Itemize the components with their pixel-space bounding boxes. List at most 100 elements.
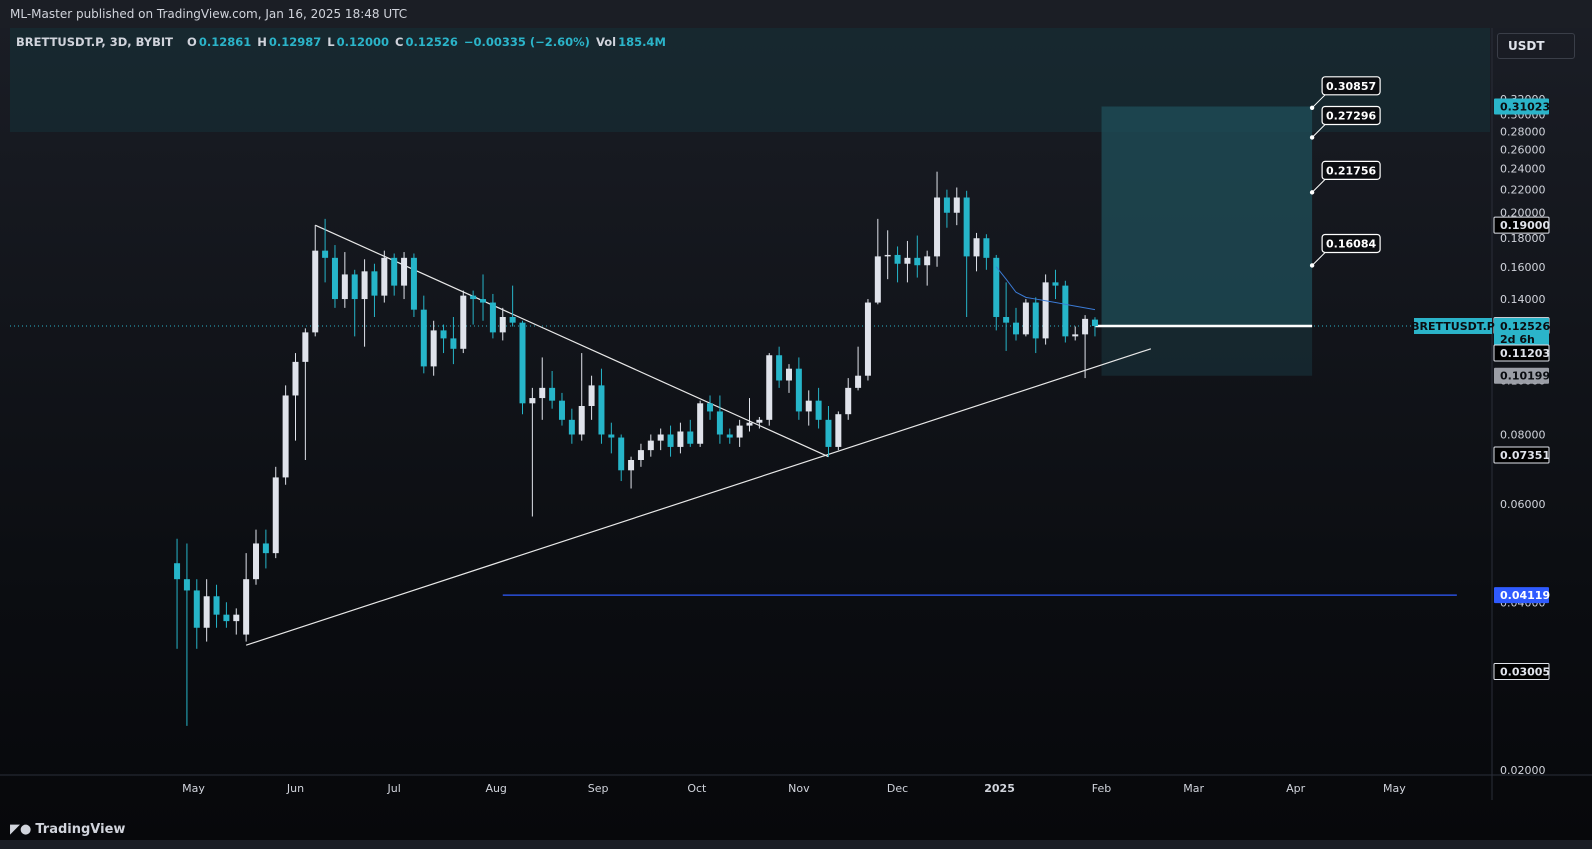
candle <box>687 419 694 447</box>
candle-body <box>371 271 378 296</box>
currency-button[interactable]: USDT <box>1497 33 1575 59</box>
candle-body <box>1062 285 1069 337</box>
symbol-tag <box>1414 317 1492 334</box>
candle <box>904 240 911 283</box>
candle <box>282 385 289 485</box>
candle <box>963 190 970 318</box>
legend-close-label: C <box>395 35 404 49</box>
symbol-tag-label: BRETTUSDT.P <box>1411 320 1495 333</box>
candle-body <box>341 274 348 300</box>
candle-body <box>608 434 615 438</box>
time-tick-label: Apr <box>1286 782 1306 795</box>
candle-body <box>667 434 674 447</box>
candle <box>262 529 269 569</box>
candle-body <box>716 411 723 435</box>
price-tick-label: 0.02000 <box>1500 764 1546 777</box>
legend-high-value: 0.12987 <box>268 35 322 49</box>
ohlc-legend: BRETTUSDT.P, 3D, BYBIT O 0.12861 H 0.12987… <box>16 35 668 49</box>
countdown-label: 2d 6h <box>1500 333 1535 346</box>
candle-body <box>174 563 181 580</box>
candle <box>776 346 783 388</box>
candle <box>637 443 644 467</box>
candle <box>183 543 190 726</box>
candle-body <box>588 385 595 406</box>
price-tag <box>1494 317 1549 346</box>
candle <box>785 364 792 393</box>
candle-body <box>1091 319 1098 326</box>
candle <box>746 398 753 432</box>
candle-body <box>943 197 950 213</box>
candle-body <box>894 254 901 264</box>
candle-body <box>687 431 694 444</box>
legend-low-label: L <box>327 35 335 49</box>
candle <box>410 253 417 318</box>
candle <box>1062 280 1069 343</box>
candle-body <box>1022 302 1029 335</box>
candle <box>460 290 467 354</box>
target-callout-box <box>1321 105 1381 126</box>
price-tick-label: 0.22000 <box>1500 184 1546 197</box>
publisher-bar: ML-Master published on TradingView.com, … <box>0 0 1592 28</box>
candle <box>934 171 941 267</box>
candle-body <box>489 302 496 333</box>
price-tag-label: 0.04119 <box>1500 589 1550 602</box>
candle-body <box>756 419 763 423</box>
candle <box>578 353 585 441</box>
candle <box>213 584 220 628</box>
candle-body <box>983 238 990 258</box>
tradingview-logo-icon: ◤● <box>10 822 32 837</box>
target-callout-label: 0.16084 <box>1326 237 1376 250</box>
price-tick-label: 0.28000 <box>1500 125 1546 138</box>
candle-body <box>628 459 635 471</box>
candle-body <box>766 355 773 420</box>
price-tick-label: 0.20000 <box>1500 207 1546 220</box>
candle-body <box>410 257 417 310</box>
candle-body <box>1013 322 1019 335</box>
candle <box>993 254 1000 331</box>
brand[interactable]: ◤● TradingView <box>10 822 125 837</box>
candle <box>628 456 635 489</box>
candle <box>480 274 487 321</box>
target-callout-box <box>1321 76 1381 96</box>
candle-body <box>440 330 447 339</box>
candle <box>618 434 625 482</box>
candle <box>381 250 388 303</box>
candle <box>864 299 871 381</box>
candle-body <box>934 197 941 257</box>
candle-body <box>993 257 1000 318</box>
candle-body <box>874 256 881 303</box>
candle-body <box>203 596 210 628</box>
candle-body <box>697 403 704 444</box>
candle-body <box>963 197 970 257</box>
candle-body <box>835 414 842 447</box>
candle-body <box>519 322 526 404</box>
target-leader <box>1311 123 1327 138</box>
price-tick-label: 0.18000 <box>1500 232 1546 245</box>
candle-body <box>499 317 506 333</box>
candle <box>519 320 526 415</box>
candle <box>1082 315 1089 379</box>
candle <box>924 250 931 286</box>
candle <box>657 428 664 451</box>
candle-body <box>904 257 911 264</box>
legend-change: −0.00335 (−2.60%) <box>463 35 590 49</box>
candle <box>1091 317 1098 337</box>
candle <box>243 553 250 642</box>
candle <box>351 269 358 337</box>
legend-volume-label: Vol <box>595 35 617 49</box>
price-tag-label: 0.03005 <box>1500 665 1550 678</box>
candle <box>795 357 802 420</box>
candle <box>440 324 447 354</box>
candle-body <box>855 375 862 388</box>
legend-close-value: 0.12526 <box>405 35 458 49</box>
candle <box>1072 326 1079 341</box>
price-tick-label: 0.24000 <box>1500 163 1546 176</box>
time-tick-label: Dec <box>887 782 908 795</box>
candle-body <box>539 387 546 399</box>
candle <box>430 320 437 376</box>
candle <box>667 425 674 457</box>
price-tag-label: 0.07351 <box>1500 449 1550 462</box>
target-leader <box>1311 251 1327 266</box>
target-callout-label: 0.21756 <box>1326 164 1376 177</box>
